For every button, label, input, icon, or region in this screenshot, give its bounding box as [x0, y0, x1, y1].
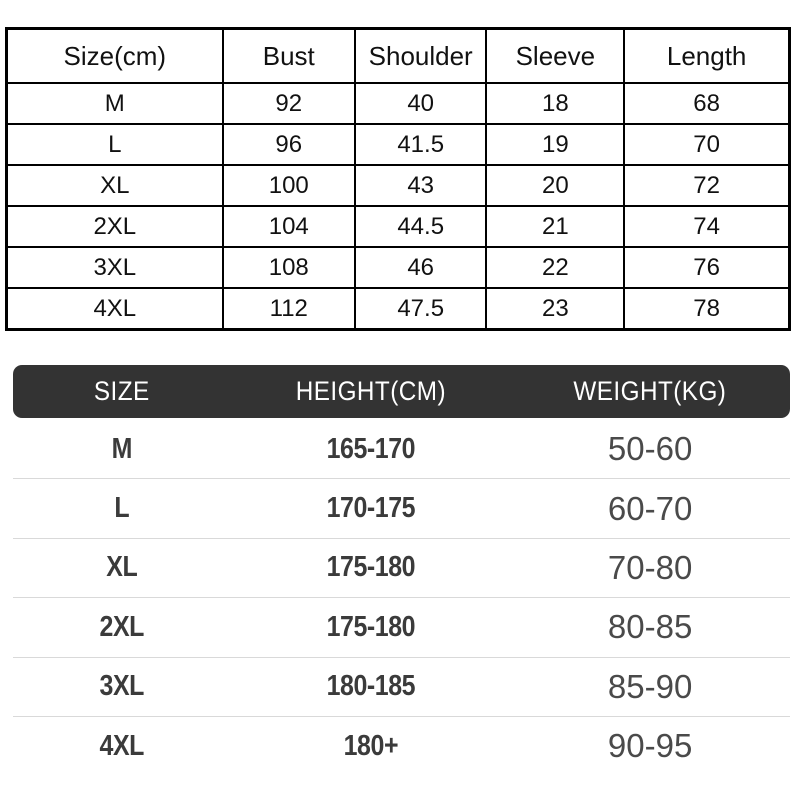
fit-row: 2XL 175-180 80-85 — [13, 598, 790, 658]
fit-size-cell: XL — [106, 551, 138, 584]
fit-size-cell: 4XL — [99, 729, 145, 762]
measurement-value-cell: 46 — [353, 246, 488, 289]
fit-height-cell: 175-180 — [326, 610, 415, 643]
fit-size-cell: 3XL — [99, 670, 145, 703]
measurement-value-cell: 78 — [623, 287, 791, 331]
fit-height-cell: 180+ — [343, 729, 398, 762]
fit-weight-cell: 90-95 — [607, 727, 693, 765]
measurement-col-header: Bust — [221, 27, 356, 84]
measurement-value-cell: 20 — [485, 164, 626, 207]
measurement-col-header: Shoulder — [353, 27, 488, 84]
measurement-value-cell: 96 — [221, 123, 356, 166]
measurement-row: 3XL 108 46 22 76 — [5, 246, 791, 289]
measurement-value-cell: 43 — [353, 164, 488, 207]
fit-row: M 165-170 50-60 — [13, 420, 790, 480]
measurement-row: M 92 40 18 68 — [5, 82, 791, 125]
fit-row: L 170-175 60-70 — [13, 479, 790, 539]
measurement-value-cell: 21 — [485, 205, 626, 248]
fit-weight-cell: 70-80 — [607, 548, 693, 586]
measurement-value-cell: 72 — [623, 164, 791, 207]
fit-header-bar: SIZE HEIGHT(CM) WEIGHT(KG) — [13, 365, 790, 418]
measurement-col-header: Size(cm) — [5, 27, 224, 84]
measurement-row: XL 100 43 20 72 — [5, 164, 791, 207]
measurement-size-cell: 2XL — [5, 205, 224, 248]
measurement-value-cell: 76 — [623, 246, 791, 289]
fit-height-cell: 180-185 — [326, 670, 415, 703]
fit-col-header: HEIGHT(CM) — [295, 376, 446, 406]
measurement-header-row: Size(cm) Bust Shoulder Sleeve Length — [5, 27, 791, 84]
fit-weight-cell: 80-85 — [607, 608, 693, 646]
measurement-value-cell: 18 — [485, 82, 626, 125]
measurement-size-cell: XL — [5, 164, 224, 207]
measurement-row: L 96 41.5 19 70 — [5, 123, 791, 166]
measurement-col-header: Length — [623, 27, 791, 84]
fit-weight-cell: 50-60 — [607, 430, 693, 468]
fit-size-cell: M — [111, 432, 133, 465]
measurement-value-cell: 104 — [221, 205, 356, 248]
fit-table-body: M 165-170 50-60 L 170-175 60-70 XL 175-180 70-80… — [13, 420, 790, 775]
measurement-size-cell: M — [5, 82, 224, 125]
measurement-table: Size(cm) Bust Shoulder Sleeve Length M 92 40 18… — [5, 27, 791, 331]
fit-height-cell: 170-175 — [326, 492, 415, 525]
measurement-value-cell: 112 — [221, 287, 356, 331]
fit-height-cell: 165-170 — [326, 432, 415, 465]
fit-row: 3XL 180-185 85-90 — [13, 658, 790, 717]
measurement-value-cell: 41.5 — [353, 123, 488, 166]
fit-weight-cell: 85-90 — [607, 667, 693, 705]
fit-size-cell: L — [114, 492, 130, 525]
measurement-value-cell: 23 — [485, 287, 626, 331]
measurement-row: 2XL 104 44.5 21 74 — [5, 205, 791, 248]
measurement-value-cell: 22 — [485, 246, 626, 289]
fit-height-cell: 175-180 — [326, 551, 415, 584]
measurement-value-cell: 70 — [623, 123, 791, 166]
measurement-value-cell: 74 — [623, 205, 791, 248]
fit-weight-cell: 60-70 — [607, 489, 693, 527]
fit-size-cell: 2XL — [99, 610, 145, 643]
measurement-row: 4XL 112 47.5 23 78 — [5, 287, 791, 331]
fit-col-header: SIZE — [93, 376, 150, 406]
measurement-value-cell: 108 — [221, 246, 356, 289]
measurement-size-cell: 4XL — [5, 287, 224, 331]
measurement-value-cell: 100 — [221, 164, 356, 207]
fit-row: XL 175-180 70-80 — [13, 539, 790, 599]
measurement-size-cell: L — [5, 123, 224, 166]
measurement-value-cell: 19 — [485, 123, 626, 166]
measurement-value-cell: 68 — [623, 82, 791, 125]
measurement-value-cell: 44.5 — [353, 205, 488, 248]
measurement-value-cell: 47.5 — [353, 287, 488, 331]
fit-col-header: WEIGHT(KG) — [573, 376, 727, 406]
measurement-col-header: Sleeve — [485, 27, 626, 84]
measurement-size-cell: 3XL — [5, 246, 224, 289]
measurement-value-cell: 92 — [221, 82, 356, 125]
fit-row: 4XL 180+ 90-95 — [13, 717, 790, 775]
measurement-value-cell: 40 — [353, 82, 488, 125]
